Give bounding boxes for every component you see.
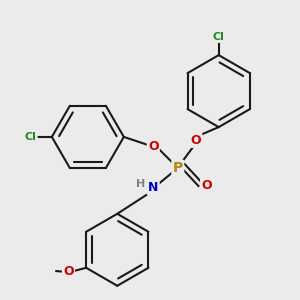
Text: H: H xyxy=(136,179,145,189)
Text: Cl: Cl xyxy=(213,32,225,42)
Text: P: P xyxy=(173,161,183,175)
Text: Cl: Cl xyxy=(25,132,37,142)
Text: O: O xyxy=(201,179,212,193)
Text: O: O xyxy=(190,134,201,147)
Text: O: O xyxy=(63,265,74,278)
Text: N: N xyxy=(148,181,158,194)
Text: O: O xyxy=(148,140,159,153)
